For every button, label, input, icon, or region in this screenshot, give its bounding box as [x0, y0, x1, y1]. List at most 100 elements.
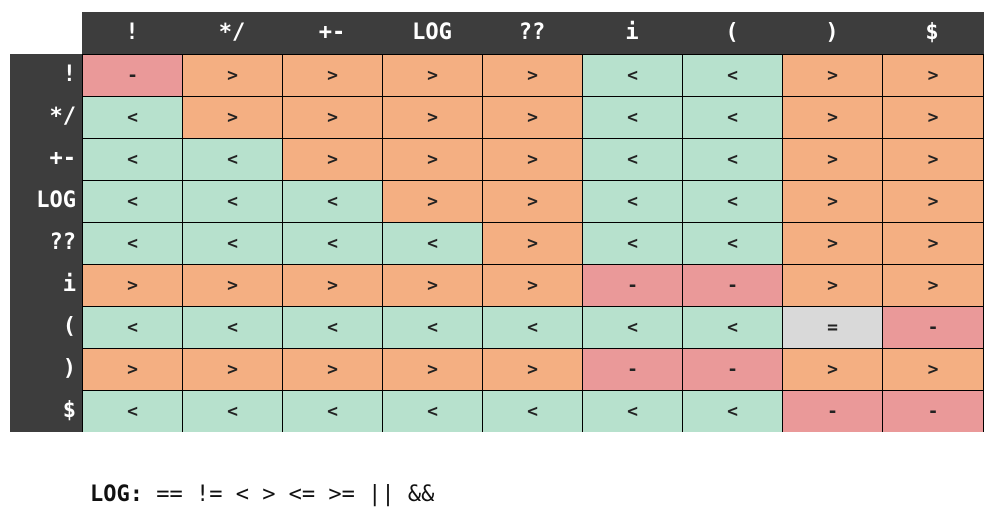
log-operators-note: LOG: == != < > <= >= || && — [90, 482, 434, 507]
precedence-cell: > — [483, 181, 582, 222]
precedence-cell: - — [583, 349, 682, 390]
precedence-cell: > — [383, 139, 482, 180]
precedence-cell: < — [183, 307, 282, 348]
precedence-cell: > — [783, 223, 882, 264]
precedence-cell: < — [83, 223, 182, 264]
precedence-cell: < — [183, 139, 282, 180]
precedence-cell: > — [283, 349, 382, 390]
precedence-cell: > — [383, 349, 482, 390]
precedence-cell: < — [283, 391, 382, 432]
precedence-cell: < — [383, 223, 482, 264]
precedence-cell: < — [183, 181, 282, 222]
column-header: ( — [725, 20, 739, 45]
precedence-grid: - > > > > < < > > < > > > > < < > > < < > > > < < > > < < < > > < < > > < < < <… — [82, 54, 984, 432]
precedence-cell: < — [583, 139, 682, 180]
precedence-cell: - — [783, 391, 882, 432]
precedence-cell: < — [583, 55, 682, 96]
precedence-cell: > — [783, 265, 882, 306]
precedence-cell: > — [283, 55, 382, 96]
note-key: LOG: — [90, 482, 143, 507]
precedence-cell: > — [183, 55, 282, 96]
precedence-cell: < — [583, 307, 682, 348]
row-header: i — [62, 272, 76, 297]
precedence-cell: < — [283, 223, 382, 264]
row-header: */ — [49, 104, 77, 129]
precedence-cell: > — [483, 139, 582, 180]
row-header: ) — [62, 356, 76, 381]
precedence-cell: < — [283, 181, 382, 222]
row-header-column: ! */ +- LOG?? i () $ — [10, 54, 82, 432]
precedence-cell: > — [483, 97, 582, 138]
precedence-cell: < — [283, 307, 382, 348]
precedence-cell: < — [683, 391, 782, 432]
precedence-cell: < — [583, 391, 682, 432]
precedence-cell: > — [283, 97, 382, 138]
column-header: +- — [318, 20, 346, 45]
precedence-cell: < — [83, 181, 182, 222]
precedence-cell: > — [483, 349, 582, 390]
precedence-cell: > — [783, 97, 882, 138]
column-header: ?? — [518, 20, 546, 45]
precedence-cell: < — [183, 391, 282, 432]
precedence-cell: > — [883, 349, 983, 390]
precedence-cell: < — [483, 307, 582, 348]
precedence-cell: > — [283, 265, 382, 306]
precedence-cell: > — [383, 181, 482, 222]
column-header: ! — [125, 20, 139, 45]
precedence-cell: > — [883, 139, 983, 180]
precedence-cell: > — [883, 265, 983, 306]
precedence-cell: > — [383, 265, 482, 306]
precedence-cell: < — [583, 181, 682, 222]
precedence-cell: > — [883, 181, 983, 222]
precedence-cell: < — [83, 391, 182, 432]
precedence-cell: - — [883, 307, 983, 348]
precedence-cell: > — [483, 265, 582, 306]
column-header: $ — [925, 20, 939, 45]
precedence-cell: - — [683, 265, 782, 306]
column-header: LOG — [412, 20, 452, 45]
precedence-cell: - — [683, 349, 782, 390]
precedence-cell: < — [683, 307, 782, 348]
row-header: $ — [62, 398, 76, 423]
row-header: ! — [62, 62, 76, 87]
precedence-cell: > — [83, 265, 182, 306]
precedence-cell: < — [83, 139, 182, 180]
precedence-cell: < — [383, 307, 482, 348]
precedence-cell: < — [383, 391, 482, 432]
row-header: ?? — [49, 230, 77, 255]
precedence-cell: > — [783, 349, 882, 390]
precedence-cell: < — [483, 391, 582, 432]
column-header-row: ! */ +- LOG?? i () $ — [82, 12, 984, 54]
precedence-cell: > — [483, 55, 582, 96]
precedence-cell: > — [383, 55, 482, 96]
note-operators: == != < > <= >= || && — [156, 482, 435, 507]
precedence-cell: > — [483, 223, 582, 264]
precedence-cell: > — [183, 349, 282, 390]
precedence-cell: < — [183, 223, 282, 264]
precedence-cell: > — [183, 265, 282, 306]
precedence-cell: < — [583, 223, 682, 264]
precedence-cell: > — [883, 223, 983, 264]
precedence-cell: > — [783, 181, 882, 222]
precedence-cell: > — [383, 97, 482, 138]
column-header: i — [625, 20, 639, 45]
precedence-cell: > — [183, 97, 282, 138]
precedence-cell: - — [583, 265, 682, 306]
precedence-cell: < — [583, 97, 682, 138]
precedence-cell: < — [683, 181, 782, 222]
precedence-cell: > — [883, 55, 983, 96]
precedence-cell: < — [683, 97, 782, 138]
row-header: +- — [49, 146, 77, 171]
precedence-cell: > — [283, 139, 382, 180]
precedence-cell: < — [683, 55, 782, 96]
row-header: ( — [62, 314, 76, 339]
precedence-cell: < — [83, 97, 182, 138]
precedence-cell: > — [783, 55, 882, 96]
precedence-cell: > — [83, 349, 182, 390]
precedence-cell: - — [883, 391, 983, 432]
row-header: LOG — [36, 188, 76, 213]
precedence-cell: < — [83, 307, 182, 348]
precedence-cell: - — [83, 55, 182, 96]
precedence-cell: = — [783, 307, 882, 348]
precedence-cell: < — [683, 139, 782, 180]
